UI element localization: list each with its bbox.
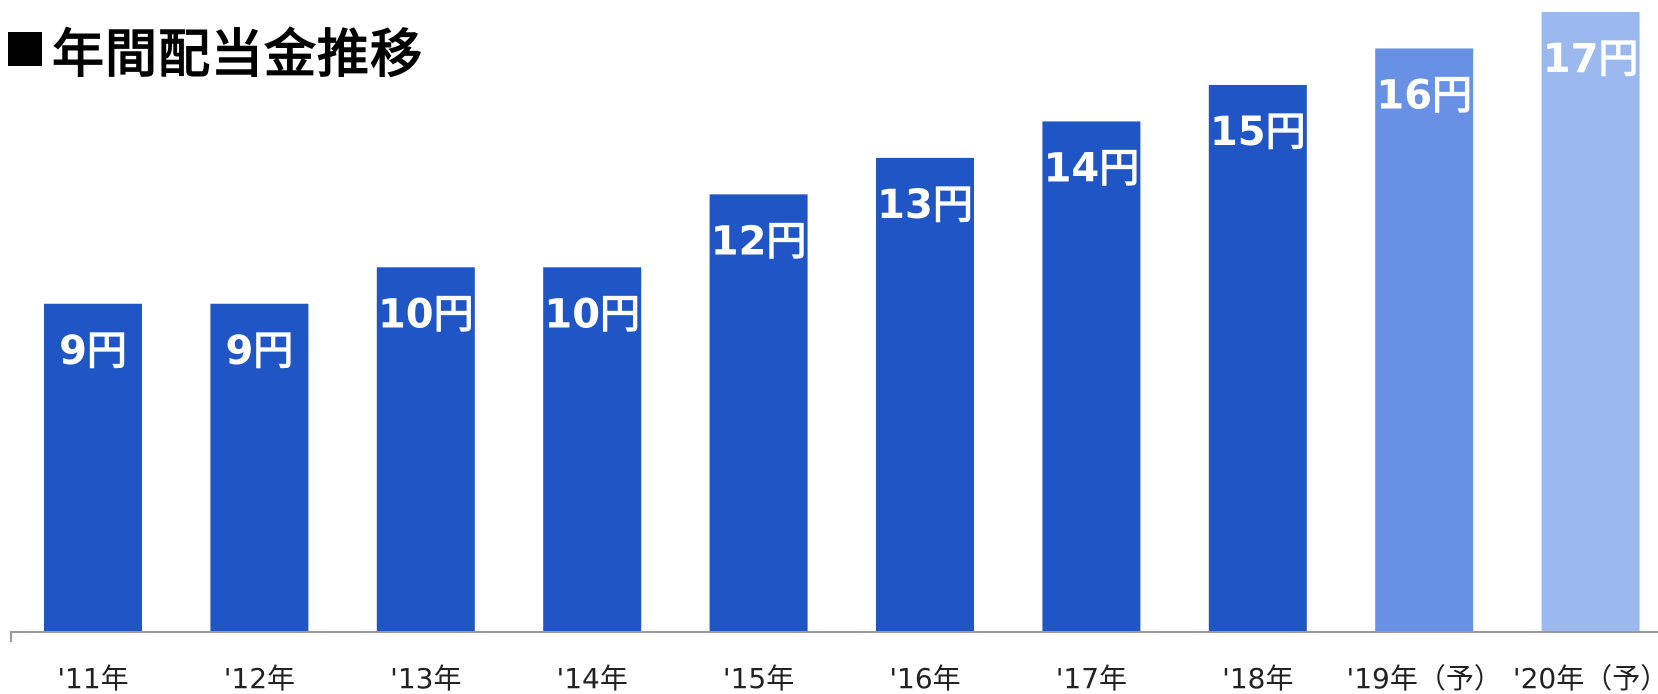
bar-4	[709, 194, 808, 632]
x-tick-label-3: '14年	[557, 662, 628, 694]
x-tick-label-9: '20年（予）	[1513, 662, 1658, 694]
x-tick-label-6: '17年	[1056, 662, 1127, 694]
data-label-1: 9円	[225, 328, 293, 374]
square-bullet-icon	[8, 32, 42, 66]
bar-7	[1208, 84, 1307, 633]
data-label-8: 16円	[1376, 72, 1472, 118]
bars-group	[44, 12, 1640, 633]
bar-0	[44, 303, 142, 632]
x-tick-label-8: '19年（予）	[1347, 662, 1502, 694]
x-tick-label-2: '13年	[390, 662, 461, 694]
data-label-4: 12円	[711, 218, 807, 264]
data-label-2: 10円	[378, 291, 474, 337]
data-labels-group: 9円 9円 10円 10円 12円 13円 14円 15円 16円 17円	[59, 36, 1638, 374]
x-tick-labels-group: '11年 '12年 '13年 '14年 '15年 '16年 '17年 '18年 '19年（予） '…	[57, 662, 1658, 694]
bar-2	[376, 267, 475, 632]
bar-6	[1042, 121, 1141, 632]
data-label-3: 10円	[544, 291, 640, 337]
bar-8	[1375, 48, 1474, 633]
data-label-6: 14円	[1044, 145, 1140, 191]
chart-title: 年間配当金推移	[8, 14, 424, 85]
bar-5	[876, 157, 974, 632]
bar-9	[1541, 12, 1640, 632]
bar-3	[543, 267, 642, 632]
chart-title-text: 年間配当金推移	[52, 24, 424, 85]
data-label-0: 9円	[59, 328, 127, 374]
x-tick-label-7: '18年	[1222, 662, 1293, 694]
x-tick-label-0: '11年	[57, 662, 128, 694]
x-axis	[10, 631, 1658, 642]
data-label-5: 13円	[877, 182, 973, 228]
x-tick-label-5: '16年	[889, 662, 960, 694]
data-label-7: 15円	[1210, 109, 1306, 155]
bar-1	[210, 303, 309, 632]
data-label-9: 17円	[1543, 36, 1639, 82]
x-tick-label-4: '15年	[723, 662, 794, 694]
x-tick-label-1: '12年	[224, 662, 295, 694]
